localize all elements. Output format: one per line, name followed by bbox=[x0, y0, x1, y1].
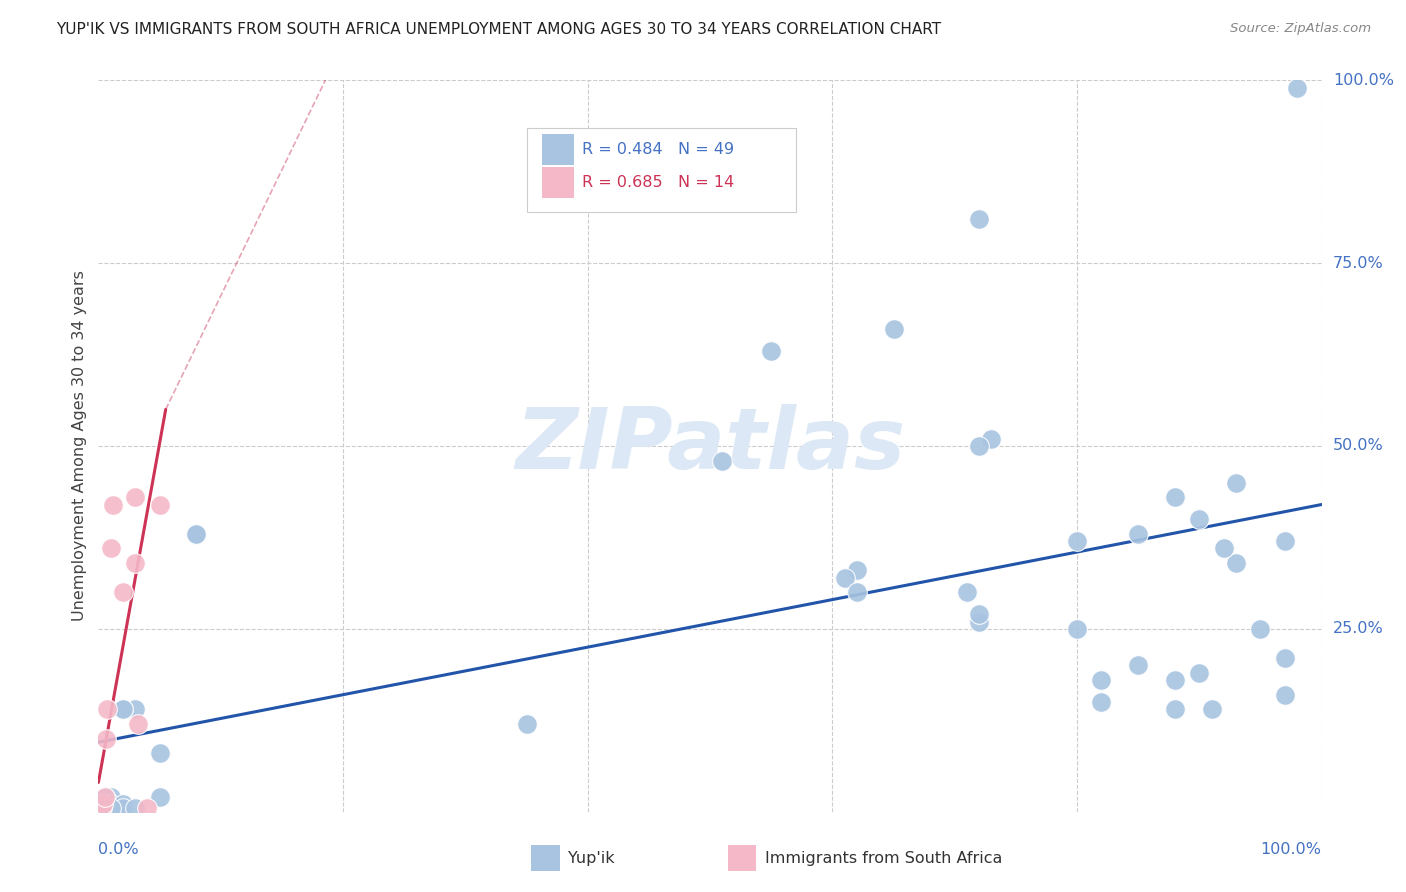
Text: 0.0%: 0.0% bbox=[98, 842, 139, 857]
FancyBboxPatch shape bbox=[526, 128, 796, 212]
Point bbox=[124, 702, 146, 716]
Point bbox=[1066, 622, 1088, 636]
Point bbox=[883, 322, 905, 336]
Point bbox=[1274, 688, 1296, 702]
Point bbox=[1090, 695, 1112, 709]
Point bbox=[186, 526, 208, 541]
Point bbox=[967, 439, 990, 453]
Point bbox=[1164, 702, 1187, 716]
Point bbox=[93, 790, 115, 805]
Point bbox=[967, 212, 990, 227]
Point bbox=[1090, 673, 1112, 687]
Point bbox=[1188, 665, 1211, 680]
Point bbox=[845, 585, 868, 599]
Point bbox=[149, 498, 172, 512]
Point bbox=[956, 585, 979, 599]
Text: R = 0.685   N = 14: R = 0.685 N = 14 bbox=[582, 175, 734, 190]
Text: R = 0.484   N = 49: R = 0.484 N = 49 bbox=[582, 142, 734, 157]
Point bbox=[149, 790, 172, 805]
Point bbox=[111, 585, 134, 599]
Point bbox=[834, 571, 856, 585]
Point bbox=[100, 801, 122, 815]
Point bbox=[1201, 702, 1223, 716]
Point bbox=[111, 702, 134, 716]
Point bbox=[515, 717, 537, 731]
Point bbox=[1164, 673, 1187, 687]
Point bbox=[94, 731, 117, 746]
Point bbox=[1225, 475, 1247, 490]
Text: Immigrants from South Africa: Immigrants from South Africa bbox=[765, 851, 1002, 865]
Text: ZIPatlas: ZIPatlas bbox=[515, 404, 905, 488]
Point bbox=[1249, 622, 1271, 636]
Point bbox=[1225, 556, 1247, 570]
Point bbox=[124, 801, 146, 815]
Point bbox=[1128, 658, 1150, 673]
Point bbox=[149, 746, 172, 760]
Point bbox=[111, 702, 134, 716]
Point bbox=[1128, 526, 1150, 541]
Point bbox=[136, 801, 159, 815]
Point bbox=[100, 801, 122, 815]
Point bbox=[845, 563, 868, 577]
Point bbox=[1188, 512, 1211, 526]
Point bbox=[93, 801, 115, 815]
Text: Source: ZipAtlas.com: Source: ZipAtlas.com bbox=[1230, 22, 1371, 36]
Point bbox=[1212, 541, 1234, 556]
Text: 100.0%: 100.0% bbox=[1333, 73, 1393, 87]
Point bbox=[91, 797, 114, 812]
FancyBboxPatch shape bbox=[543, 168, 574, 198]
Point bbox=[186, 526, 208, 541]
Point bbox=[100, 797, 122, 812]
Point bbox=[980, 432, 1002, 446]
Point bbox=[761, 343, 783, 358]
Point bbox=[93, 790, 115, 805]
Point bbox=[1066, 534, 1088, 549]
Text: 100.0%: 100.0% bbox=[1261, 842, 1322, 857]
Point bbox=[1274, 534, 1296, 549]
Point bbox=[1286, 80, 1309, 95]
Point bbox=[101, 498, 124, 512]
Point bbox=[124, 556, 146, 570]
Point bbox=[124, 490, 146, 504]
Text: 75.0%: 75.0% bbox=[1333, 256, 1384, 270]
Point bbox=[90, 801, 112, 815]
Point bbox=[1274, 651, 1296, 665]
Text: Yup'ik: Yup'ik bbox=[568, 851, 614, 865]
Point bbox=[111, 801, 134, 815]
Point bbox=[111, 797, 134, 812]
Y-axis label: Unemployment Among Ages 30 to 34 years: Unemployment Among Ages 30 to 34 years bbox=[72, 270, 87, 622]
Text: 50.0%: 50.0% bbox=[1333, 439, 1384, 453]
Point bbox=[127, 717, 149, 731]
Text: 25.0%: 25.0% bbox=[1333, 622, 1384, 636]
Point bbox=[91, 801, 114, 815]
Point bbox=[967, 607, 990, 622]
Text: YUP'IK VS IMMIGRANTS FROM SOUTH AFRICA UNEMPLOYMENT AMONG AGES 30 TO 34 YEARS CO: YUP'IK VS IMMIGRANTS FROM SOUTH AFRICA U… bbox=[56, 22, 942, 37]
Point bbox=[1164, 490, 1187, 504]
Point bbox=[711, 453, 734, 467]
Point bbox=[96, 702, 118, 716]
FancyBboxPatch shape bbox=[543, 135, 574, 165]
Point bbox=[967, 615, 990, 629]
Point bbox=[100, 541, 122, 556]
Point bbox=[100, 790, 122, 805]
